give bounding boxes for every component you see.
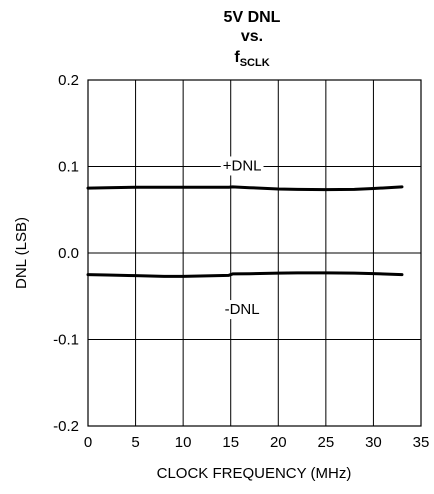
chart-title-line-1: 5V DNL (224, 9, 281, 26)
annotation-background (222, 300, 262, 320)
y-tick-labels: 0.2 0.1 0.0 -0.1 -0.2 (53, 72, 79, 435)
annotation-background (220, 156, 264, 176)
x-tick-label: 5 (131, 434, 139, 451)
x-axis-label: CLOCK FREQUENCY (MHz) (157, 465, 352, 482)
series-layer (86, 185, 404, 278)
plot-frame (87, 79, 422, 427)
y-tick-label: 0.1 (58, 159, 79, 176)
annotation-text: +DNL (223, 157, 262, 174)
y-tick-label: -0.1 (53, 332, 79, 349)
y-tick-label: -0.2 (53, 418, 79, 435)
y-tick-label: 0.0 (58, 245, 79, 262)
grid-layer (88, 80, 421, 426)
x-tick-label: 15 (222, 434, 239, 451)
title-symbol-main: f (234, 49, 240, 66)
annotation-1: +DNL (220, 156, 264, 176)
x-tick-label: 10 (175, 434, 192, 451)
x-tick-label: 30 (365, 434, 382, 451)
title-symbol-subscript: SCLK (240, 57, 270, 69)
x-tick-label: 35 (413, 434, 430, 451)
series-line-1 (86, 185, 404, 192)
chart-title-line-2: vs. (241, 28, 263, 45)
chart-title-line-3: fSCLK (234, 49, 269, 69)
x-tick-label: 0 (84, 434, 92, 451)
series-line-2 (86, 271, 404, 278)
x-tick-labels: 0 5 10 15 20 25 30 35 (84, 434, 430, 451)
annotation-layer: +DNL -DNL (220, 156, 264, 320)
x-tick-label: 25 (318, 434, 335, 451)
y-tick-label: 0.2 (58, 72, 79, 89)
y-axis-label: DNL (LSB) (13, 217, 30, 289)
annotation-text: -DNL (225, 301, 260, 318)
x-tick-label: 20 (270, 434, 287, 451)
annotation-2: -DNL (222, 300, 262, 320)
